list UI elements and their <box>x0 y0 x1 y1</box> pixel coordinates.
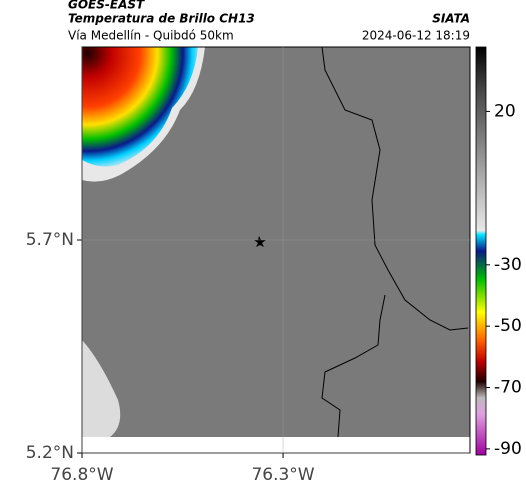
colorbar-tick-label: -30 <box>494 255 522 275</box>
cold-cloud <box>82 47 198 167</box>
colorbar-tick-label: 20 <box>494 101 516 121</box>
warm-area <box>82 340 121 437</box>
border <box>321 46 469 331</box>
location-marker <box>254 236 266 247</box>
map <box>81 46 471 454</box>
y-tick-label: 5.2°N <box>26 443 74 463</box>
colorbar-tick-label: -50 <box>494 316 522 336</box>
colorbar-tick-label: -70 <box>494 378 522 398</box>
border <box>321 294 386 438</box>
subtitle: Temperatura de Brillo CH13 <box>68 12 255 26</box>
x-tick-label: 76.3°W <box>251 465 314 485</box>
source: SIATA <box>432 12 470 26</box>
route: Vía Medellín - Quibdó 50km <box>68 29 234 43</box>
y-tick-label: 5.7°N <box>26 230 74 250</box>
colorbar <box>475 46 487 456</box>
title: GOES-EAST <box>68 0 145 12</box>
timestamp: 2024-06-12 18:19 <box>362 29 470 43</box>
map-margin <box>82 437 470 453</box>
x-tick-label: 76.8°W <box>50 465 113 485</box>
colorbar-tick-label: -90 <box>494 439 522 459</box>
